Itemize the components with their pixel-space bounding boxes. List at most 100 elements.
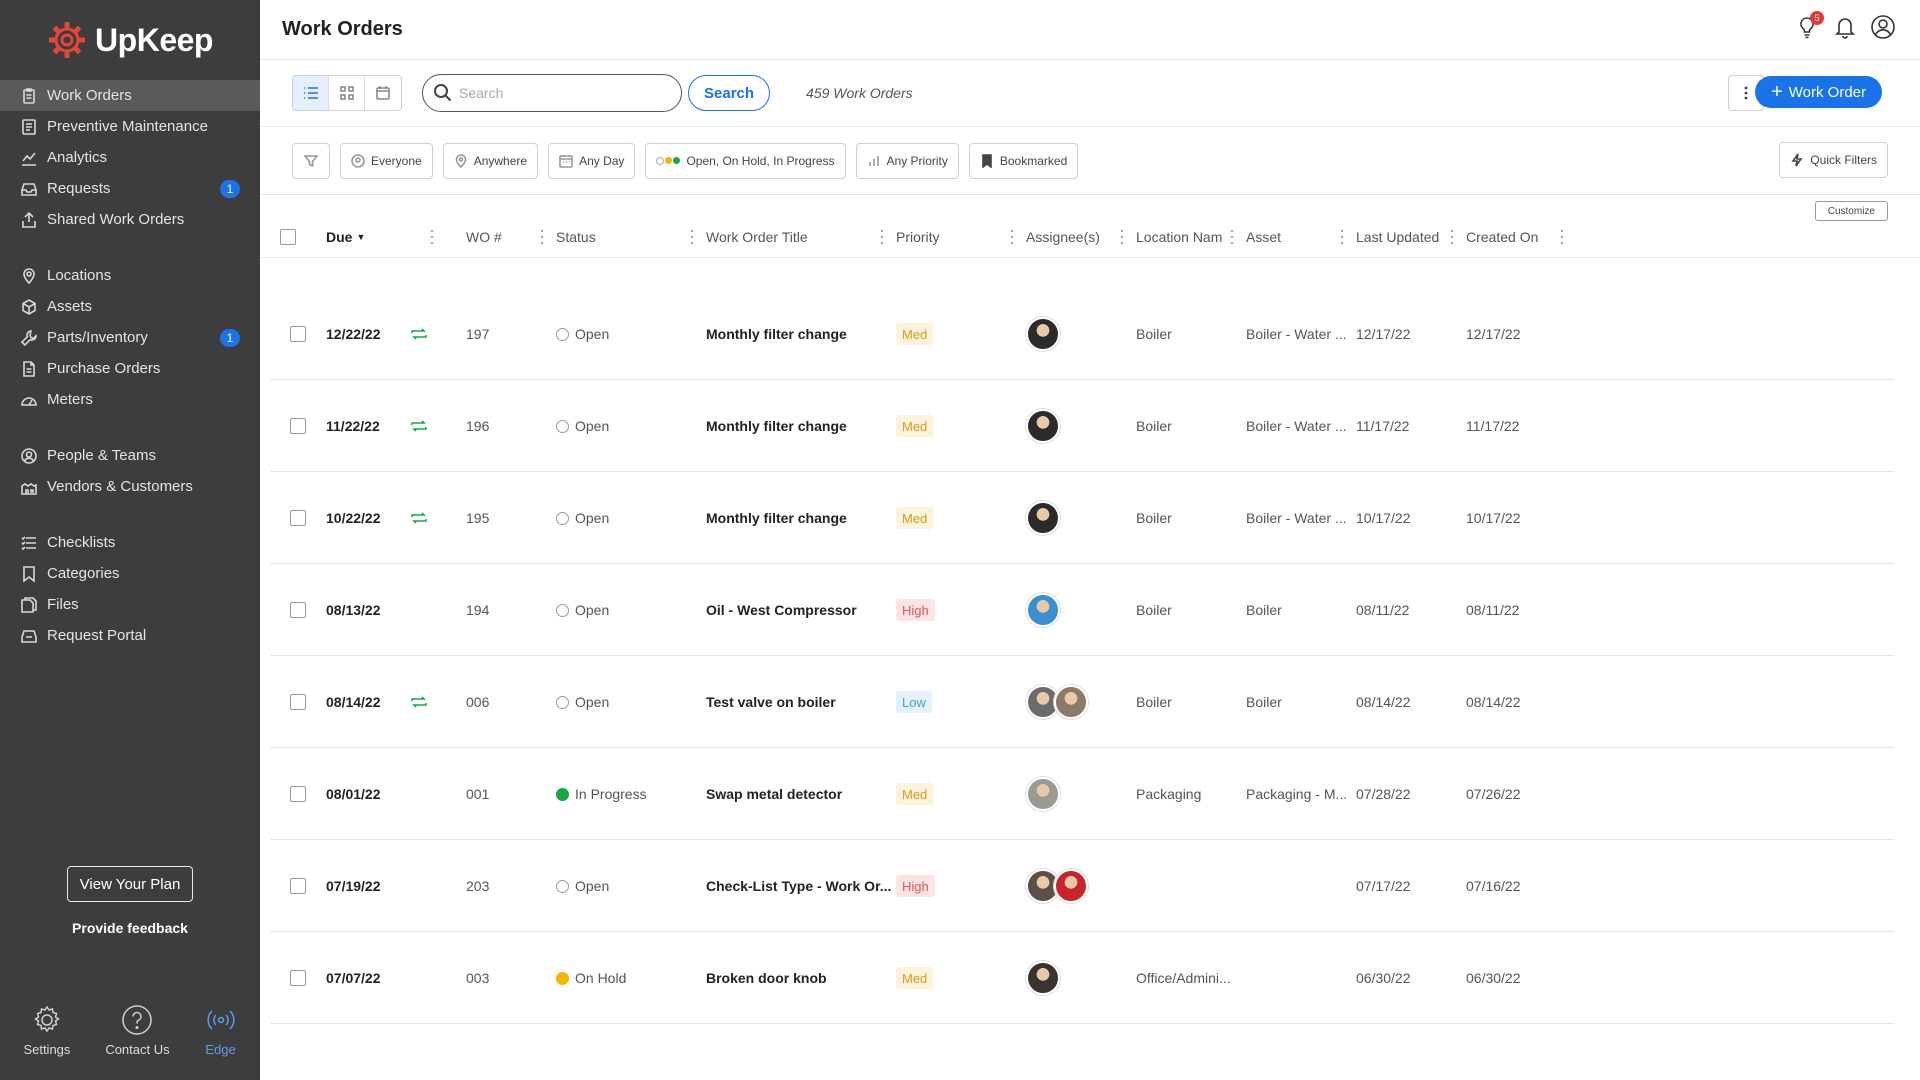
work-order-title[interactable]: Monthly filter change (706, 418, 847, 434)
table-row[interactable]: 11/22/22 196 Open Monthly filter change Med B… (270, 380, 1894, 472)
new-work-order-button[interactable]: + Work Order (1755, 76, 1882, 108)
table-row[interactable]: 07/19/22 203 Open Check-List Type - Work Or… (270, 840, 1894, 932)
status-indicator-icon (556, 511, 569, 525)
sidebar-item-parts-inventory[interactable]: Parts/Inventory 1 (0, 322, 260, 353)
sidebar-item-checklists[interactable]: Checklists (0, 527, 260, 558)
row-checkbox[interactable] (290, 878, 306, 894)
column-resize-handle[interactable] (430, 230, 433, 244)
edge-button[interactable]: Edge (205, 1004, 237, 1057)
work-order-title[interactable]: Monthly filter change (706, 510, 847, 526)
avatar[interactable] (1054, 685, 1088, 719)
user-circle-icon (1871, 15, 1895, 39)
column-wo-number[interactable]: WO # (466, 229, 502, 245)
ideas-button[interactable]: 5 (1794, 11, 1824, 40)
profile-button[interactable] (1870, 14, 1896, 40)
row-checkbox[interactable] (290, 786, 306, 802)
column-priority[interactable]: Priority (896, 229, 940, 245)
avatar[interactable] (1026, 961, 1060, 995)
sidebar-item-assets[interactable]: Assets (0, 291, 260, 322)
avatar[interactable] (1026, 317, 1060, 351)
app-logo[interactable]: UpKeep (0, 0, 260, 80)
table-row[interactable]: 08/14/22 006 Open Test valve on boiler Low Bo… (270, 656, 1894, 748)
avatar[interactable] (1026, 501, 1060, 535)
row-checkbox[interactable] (290, 510, 306, 526)
table-row[interactable]: 08/01/22 001 In Progress Swap metal detecto… (270, 748, 1894, 840)
quick-filters-button[interactable]: Quick Filters (1779, 142, 1888, 178)
work-order-title[interactable]: Broken door knob (706, 970, 827, 986)
sidebar-item-vendors-customers[interactable]: Vendors & Customers (0, 471, 260, 502)
calendar-view-button[interactable] (365, 76, 401, 110)
location-filter[interactable]: Anywhere (442, 142, 539, 179)
sidebar-item-categories[interactable]: Categories (0, 558, 260, 589)
feedback-link[interactable]: Provide feedback (72, 920, 188, 936)
date-filter[interactable]: Any Day (548, 142, 636, 179)
sidebar-item-request-portal[interactable]: Request Portal (0, 620, 260, 651)
column-due[interactable]: Due ▼ (326, 216, 365, 258)
assignee-filter[interactable]: Everyone (340, 142, 433, 179)
customize-columns-button[interactable]: Customize (1814, 201, 1888, 221)
column-resize-handle[interactable] (880, 230, 883, 244)
grid-view-button[interactable] (329, 76, 365, 110)
sidebar-item-people-teams[interactable]: People & Teams (0, 440, 260, 471)
list-icon (303, 87, 318, 99)
table-row[interactable]: 10/22/22 195 Open Monthly filter change Med B… (270, 472, 1894, 564)
sidebar-item-preventive-maintenance[interactable]: Preventive Maintenance (0, 111, 260, 142)
avatar[interactable] (1026, 777, 1060, 811)
column-resize-handle[interactable] (1120, 230, 1123, 244)
row-checkbox[interactable] (290, 602, 306, 618)
row-checkbox[interactable] (290, 970, 306, 986)
sidebar-item-requests[interactable]: Requests 1 (0, 173, 260, 204)
column-resize-handle[interactable] (1010, 230, 1013, 244)
sidebar-item-work-orders[interactable]: Work Orders (0, 80, 260, 111)
work-order-title[interactable]: Monthly filter change (706, 326, 847, 342)
column-location[interactable]: Location Nam (1136, 229, 1223, 245)
column-title[interactable]: Work Order Title (706, 229, 808, 245)
column-assignees[interactable]: Assignee(s) (1026, 229, 1100, 245)
column-status[interactable]: Status (556, 229, 596, 245)
filter-button[interactable] (292, 142, 330, 179)
settings-button[interactable]: Settings (23, 1004, 70, 1057)
view-plan-button[interactable]: View Your Plan (67, 866, 193, 902)
column-resize-handle[interactable] (1560, 230, 1563, 244)
column-resize-handle[interactable] (540, 230, 543, 244)
search-field[interactable] (422, 74, 682, 112)
table-row[interactable]: 08/13/22 194 Open Oil - West Compressor High… (270, 564, 1894, 656)
row-checkbox[interactable] (290, 694, 306, 710)
list-icon (20, 534, 38, 552)
sidebar-item-locations[interactable]: Locations (0, 260, 260, 291)
search-input[interactable] (459, 85, 659, 101)
row-checkbox-cell (290, 380, 306, 472)
select-all-checkbox[interactable] (280, 229, 296, 245)
avatar[interactable] (1054, 869, 1088, 903)
column-resize-handle[interactable] (1450, 230, 1453, 244)
table-row[interactable]: 12/22/22 197 Open Monthly filter change Med B… (270, 288, 1894, 380)
header-actions: 5 (1794, 11, 1896, 40)
avatar[interactable] (1026, 593, 1060, 627)
sidebar-item-meters[interactable]: Meters (0, 384, 260, 415)
list-view-button[interactable] (293, 76, 329, 110)
column-created-on[interactable]: Created On (1466, 229, 1539, 245)
contact-us-button[interactable]: Contact Us (105, 1004, 170, 1057)
column-asset[interactable]: Asset (1246, 229, 1282, 245)
column-resize-handle[interactable] (1230, 230, 1233, 244)
work-order-title[interactable]: Check-List Type - Work Or... (706, 878, 892, 894)
sidebar-item-analytics[interactable]: Analytics (0, 142, 260, 173)
column-resize-handle[interactable] (690, 230, 693, 244)
row-checkbox[interactable] (290, 418, 306, 434)
table-row[interactable]: 07/07/22 003 On Hold Broken door knob Med Off… (270, 932, 1894, 1024)
status-filter[interactable]: Open, On Hold, In Progress (645, 142, 846, 179)
sidebar-item-files[interactable]: Files (0, 589, 260, 620)
search-button[interactable]: Search (688, 75, 771, 111)
priority-filter[interactable]: Any Priority (855, 142, 959, 179)
row-checkbox[interactable] (290, 326, 306, 342)
avatar[interactable] (1026, 409, 1060, 443)
column-resize-handle[interactable] (1340, 230, 1343, 244)
work-order-title[interactable]: Swap metal detector (706, 786, 843, 802)
work-order-title[interactable]: Test valve on boiler (706, 694, 836, 710)
bookmarked-filter[interactable]: Bookmarked (968, 142, 1079, 179)
sidebar-item-purchase-orders[interactable]: Purchase Orders (0, 353, 260, 384)
work-order-title[interactable]: Oil - West Compressor (706, 602, 857, 618)
sidebar-item-shared-work-orders[interactable]: Shared Work Orders (0, 204, 260, 235)
notifications-button[interactable] (1832, 14, 1858, 40)
column-last-updated[interactable]: Last Updated (1356, 229, 1440, 245)
